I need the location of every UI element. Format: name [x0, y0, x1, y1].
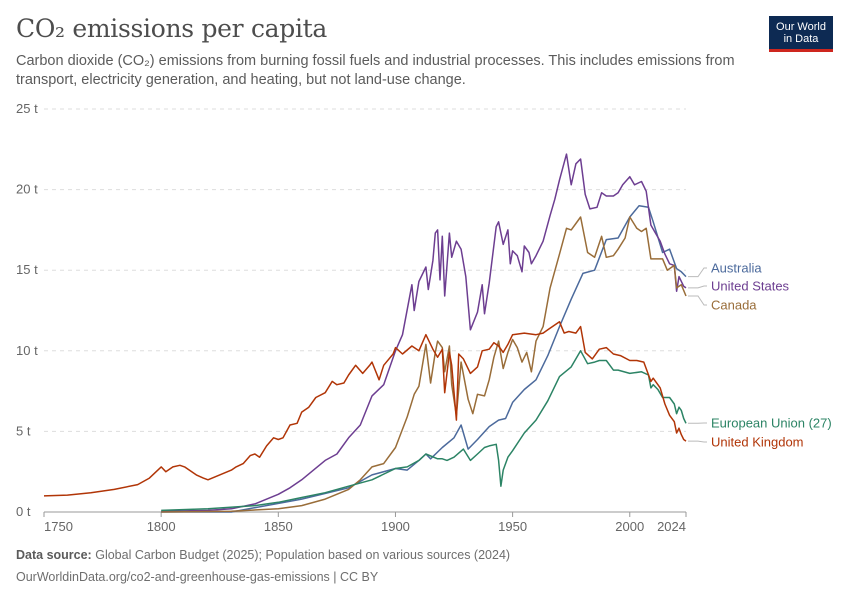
series-line-european-union — [161, 350, 687, 512]
grid-layer: 0 t 5 t 10 t 15 t 20 t 25 t 1750 1800 1850 1900 19… — [16, 101, 687, 534]
y-tick-label: 5 t — [16, 423, 31, 438]
chart-title: CO₂ emissions per capita — [16, 14, 328, 43]
source-url[interactable]: OurWorldinData.org/co2-and-greenhouse-ga… — [16, 570, 379, 584]
data-source-note: Data source: Global Carbon Budget (2025)… — [16, 548, 510, 562]
series-line-united-kingdom — [43, 321, 687, 497]
series-label-united-kingdom: United Kingdom — [711, 435, 804, 450]
y-tick-label: 15 t — [16, 262, 38, 277]
series-line-canada — [161, 216, 687, 513]
x-tick-label: 1750 — [44, 519, 73, 534]
series-label-european-union: European Union (27) — [711, 416, 832, 431]
x-tick-label: 1850 — [264, 519, 293, 534]
series-label-united-states: United States — [711, 279, 790, 294]
data-source-label: Data source: — [16, 548, 92, 562]
y-tick-label: 20 t — [16, 182, 38, 197]
x-tick-label: 1900 — [381, 519, 410, 534]
logo-line-1: Our World — [776, 21, 826, 33]
data-source-text: Global Carbon Budget (2025); Population … — [95, 548, 511, 562]
chart-subtitle: Carbon dioxide (CO₂) emissions from burn… — [16, 53, 735, 88]
y-tick-label: 25 t — [16, 101, 38, 116]
series-label-australia: Australia — [711, 261, 762, 276]
x-tick-label: 1950 — [498, 519, 527, 534]
y-tick-label: 0 t — [16, 504, 31, 519]
legend-labels: Australia United States Canada European Uni… — [688, 261, 832, 450]
series-layer — [43, 153, 687, 513]
logo-line-2: in Data — [783, 33, 819, 45]
label-connector — [688, 267, 707, 278]
series-line-united-states — [161, 153, 687, 513]
x-tick-label: 1800 — [147, 519, 176, 534]
owid-logo[interactable]: Our World in Data — [769, 16, 833, 52]
label-connector — [688, 285, 707, 289]
label-connector — [688, 440, 707, 443]
series-label-canada: Canada — [711, 298, 757, 313]
x-tick-label: 2024 — [657, 519, 686, 534]
x-tick-label: 2000 — [615, 519, 644, 534]
label-connector — [688, 295, 707, 306]
y-tick-label: 10 t — [16, 343, 38, 358]
